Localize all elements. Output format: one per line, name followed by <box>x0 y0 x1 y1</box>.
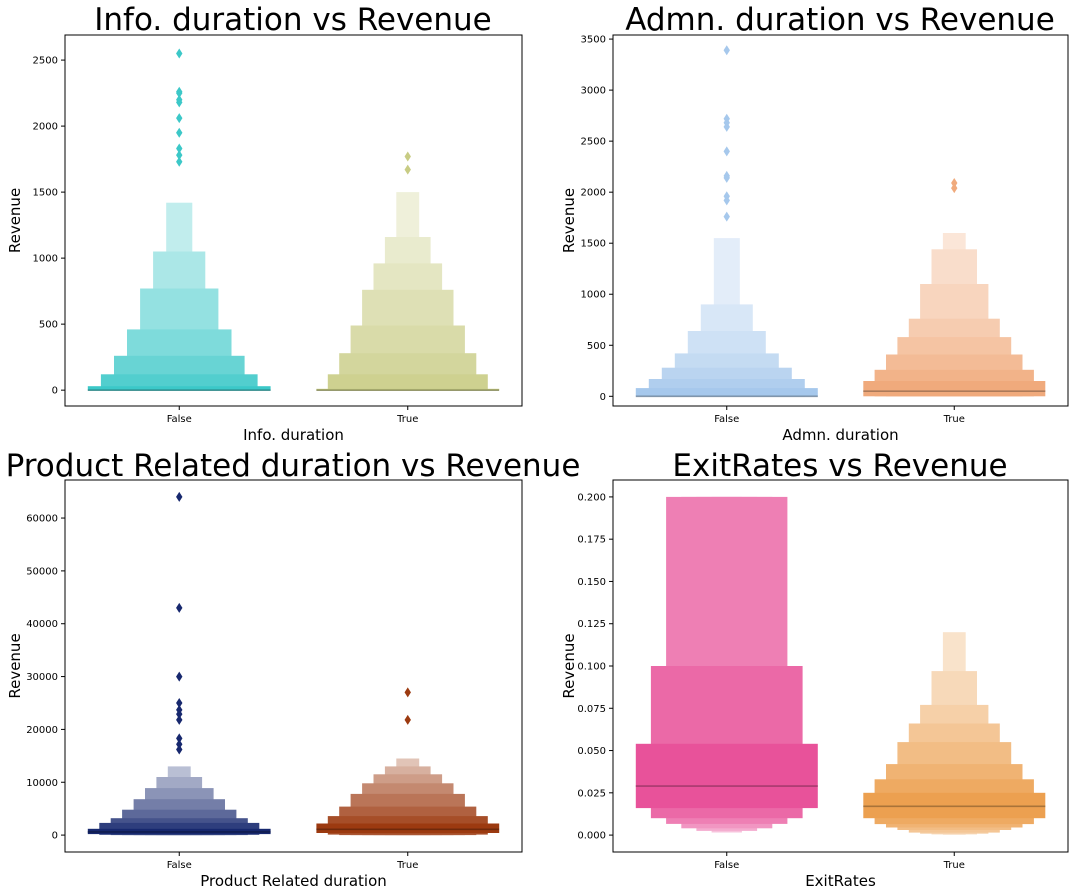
y-tick-label: 2000 <box>33 122 58 133</box>
outlier-point-false <box>176 150 183 161</box>
y-axis-label: Revenue <box>560 633 578 698</box>
y-tick-label: 2500 <box>33 56 58 67</box>
outlier-point-false <box>723 211 730 222</box>
boxen-level-true-1 <box>316 823 500 833</box>
x-tick-label: True <box>396 414 418 425</box>
outlier-point-true <box>404 151 411 162</box>
outlier-point-true <box>951 183 958 194</box>
boxen-level-false-1 <box>635 743 818 809</box>
outlier-point-false <box>176 697 183 708</box>
y-tick-label: 60000 <box>26 514 58 525</box>
x-tick-label: True <box>396 860 418 871</box>
outlier-point-false <box>176 156 183 167</box>
axes-frame <box>64 34 523 407</box>
chart-title: Info. duration vs Revenue <box>94 2 492 38</box>
y-tick-label: 1500 <box>33 188 58 199</box>
x-axis-label: Info. duration <box>243 426 344 444</box>
outlier-point-false <box>176 48 183 59</box>
x-tick-label: False <box>167 860 192 871</box>
y-tick-label: 1000 <box>33 254 58 265</box>
outlier-point-false <box>176 739 183 750</box>
outlier-point-false <box>176 671 183 682</box>
outlier-point-false <box>723 113 730 124</box>
axes-frame <box>64 479 523 853</box>
x-axis-label: Admn. duration <box>782 426 898 444</box>
y-tick-label: 50000 <box>26 566 58 577</box>
y-tick-label: 1500 <box>581 239 606 250</box>
y-tick-label: 0 <box>52 831 58 842</box>
y-tick-label: 2500 <box>581 137 606 148</box>
chart-panel-2: 0 500 1000 1500 2000 2500 3000 3500 False True Adm… <box>560 2 1069 444</box>
boxen-level-true-2 <box>327 374 488 391</box>
outlier-point-false <box>176 94 183 105</box>
outlier-point-true <box>404 687 411 698</box>
y-tick-label: 0.150 <box>577 577 606 588</box>
y-tick-label: 500 <box>39 320 58 331</box>
y-tick-label: 3500 <box>581 35 606 46</box>
outlier-point-true <box>404 164 411 175</box>
outlier-point-false <box>723 170 730 181</box>
y-tick-label: 0.050 <box>577 746 606 757</box>
outlier-point-true <box>404 714 411 725</box>
y-tick-label: 3000 <box>581 86 606 97</box>
y-tick-label: 0.125 <box>577 619 606 630</box>
outlier-point-false <box>176 744 183 755</box>
boxen-level-false-1 <box>635 388 818 397</box>
y-tick-label: 1000 <box>581 290 606 301</box>
chart-title: Admn. duration vs Revenue <box>625 2 1055 38</box>
outlier-point-false <box>723 191 730 202</box>
x-tick-label: True <box>943 860 965 871</box>
y-tick-label: 0.100 <box>577 662 606 673</box>
y-tick-label: 30000 <box>26 672 58 683</box>
boxen-level-true-1 <box>863 381 1046 397</box>
boxen-level-false-2 <box>100 374 258 391</box>
y-tick-label: 0.200 <box>577 492 606 503</box>
y-tick-label: 2000 <box>581 188 606 199</box>
x-tick-label: False <box>714 414 739 425</box>
x-axis-label: Product Related duration <box>200 872 387 890</box>
y-axis-label: Revenue <box>560 188 578 253</box>
outlier-point-false <box>176 143 183 154</box>
outlier-point-false <box>176 86 183 97</box>
outlier-point-true <box>951 177 958 188</box>
y-tick-label: 0.000 <box>577 831 606 842</box>
y-axis-label: Revenue <box>6 188 24 253</box>
chart-title: ExitRates vs Revenue <box>672 448 1007 484</box>
outlier-point-false <box>176 491 183 502</box>
y-tick-label: 0.025 <box>577 788 606 799</box>
chart-panel-4: 0.000 0.025 0.050 0.075 0.100 0.125 0.150 0.175… <box>560 448 1069 890</box>
outlier-point-false <box>176 714 183 725</box>
y-tick-label: 500 <box>587 341 606 352</box>
chart-panel-1: 0 500 1000 1500 2000 2500 False True Info. durat… <box>6 2 523 444</box>
x-tick-label: False <box>714 860 739 871</box>
y-tick-label: 10000 <box>26 778 58 789</box>
outlier-point-false <box>176 733 183 744</box>
y-tick-label: 40000 <box>26 619 58 630</box>
y-tick-label: 0 <box>600 392 606 403</box>
outlier-point-false <box>176 127 183 138</box>
y-axis-label: Revenue <box>6 633 24 698</box>
chart-title: Product Related duration vs Revenue <box>6 448 581 484</box>
outlier-point-false <box>176 704 183 715</box>
outlier-point-false <box>176 602 183 613</box>
outlier-point-false <box>723 45 730 56</box>
outlier-point-false <box>723 146 730 157</box>
y-tick-label: 0.175 <box>577 535 606 546</box>
x-tick-label: False <box>167 414 192 425</box>
boxen-level-false-1 <box>87 386 271 391</box>
chart-panel-3: 0 10000 20000 30000 40000 50000 60000 False True… <box>6 448 581 890</box>
y-tick-label: 0 <box>52 386 58 397</box>
x-tick-label: True <box>943 414 965 425</box>
y-tick-label: 0.075 <box>577 704 606 715</box>
y-tick-label: 20000 <box>26 725 58 736</box>
axes-frame <box>612 34 1069 407</box>
x-axis-label: ExitRates <box>805 872 876 890</box>
outlier-point-false <box>176 113 183 124</box>
